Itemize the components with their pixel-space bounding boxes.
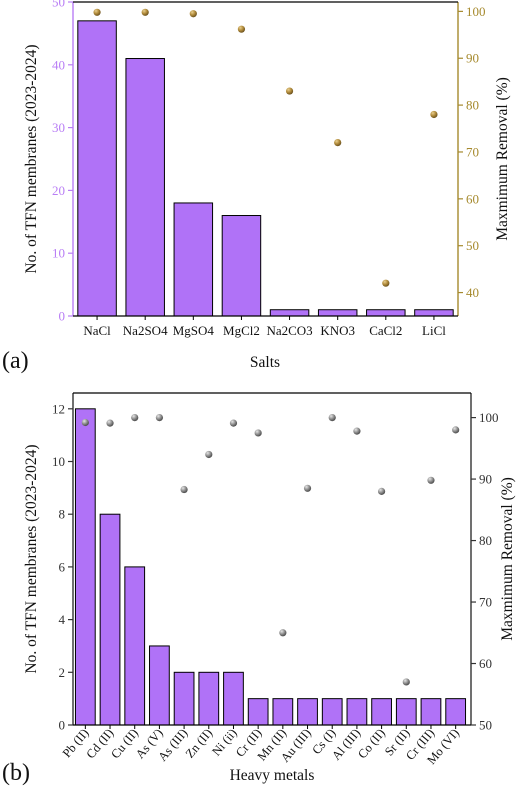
removal-point (430, 110, 438, 119)
bar (414, 309, 454, 317)
removal-point (328, 413, 336, 422)
y2-tick-label: 60 (479, 656, 492, 671)
bar (366, 309, 406, 317)
removal-point (427, 476, 435, 484)
y-tick-label: 8 (59, 507, 66, 522)
removal-point (106, 419, 114, 427)
removal-point (189, 10, 197, 18)
bar (445, 698, 467, 726)
x-tick-label: NaCl (83, 323, 111, 338)
bar (221, 215, 262, 317)
bar (125, 58, 165, 317)
bar (269, 309, 310, 317)
y-tick-label: 40 (52, 57, 65, 72)
salts-chart: 0 10 20 30 40 50 40 50 60 70 80 90 100 NaCl Na2SO4 MgSO… (2, 0, 511, 374)
removal-point (382, 279, 390, 287)
removal-point (303, 484, 312, 492)
y2-axis-title: Maxmimum Removal (%) (499, 477, 516, 641)
removal-point (180, 485, 188, 494)
bar (77, 20, 117, 317)
removal-point (93, 8, 101, 16)
bar (297, 698, 318, 726)
y2-tick-label: 80 (466, 98, 479, 113)
removal-point (334, 139, 342, 147)
x-tick-label: KNO3 (320, 323, 355, 338)
y2-tick-label: 70 (466, 144, 479, 159)
x-tick-label: Na2CO3 (266, 323, 312, 338)
removal-point (155, 413, 164, 422)
y-tick-label: 12 (52, 401, 65, 416)
x-tick-label: MgCl2 (223, 323, 260, 338)
y-tick-label: 20 (52, 183, 65, 198)
removal-point (205, 450, 213, 459)
removal-point (81, 418, 89, 427)
y-tick-label: 0 (59, 718, 66, 733)
y-axis-title: No. of TFN membranes (2023-2024) (23, 44, 40, 273)
bar (124, 566, 146, 726)
removal-point (237, 25, 246, 33)
bar (173, 671, 195, 726)
bar (173, 202, 214, 317)
bar (317, 309, 358, 317)
bar (371, 698, 392, 726)
bar (247, 698, 269, 726)
y2-tick-label: 50 (479, 718, 492, 733)
bar (74, 408, 96, 726)
y2-tick-label: 100 (466, 4, 486, 19)
bar (198, 671, 220, 726)
y-tick-label: 0 (59, 309, 66, 324)
x-tick-label: MgSO4 (173, 323, 215, 338)
removal-point (279, 629, 287, 637)
x-tick-label: LiCl (422, 323, 446, 338)
removal-point (131, 413, 139, 422)
x-tick-label: Zn (II) (183, 726, 215, 761)
y2-axis-title: Maxmimum Removal (%) (494, 77, 511, 241)
y2-tick-label: 100 (479, 410, 499, 425)
x-axis-title: Salts (250, 354, 280, 371)
removal-point (377, 487, 386, 495)
x-tick-label: Co (II) (355, 726, 388, 761)
removal-point (452, 426, 460, 434)
y2-tick-label: 40 (466, 285, 479, 300)
y-tick-label: 6 (59, 559, 66, 574)
removal-point (353, 427, 361, 435)
y-tick-label: 10 (52, 246, 65, 261)
y2-tick-label: 90 (466, 51, 479, 66)
x-tick-label: CaCl2 (369, 323, 402, 338)
bar (395, 698, 417, 726)
removal-point (229, 419, 238, 427)
removal-point (254, 429, 262, 437)
removal-point (402, 678, 410, 686)
y2-tick-label: 60 (466, 191, 479, 206)
bar (321, 698, 343, 726)
y-tick-label: 30 (52, 120, 65, 135)
bar (99, 513, 121, 726)
bar (223, 671, 244, 726)
y-axis-title: No. of TFN membranes (2023-2024) (23, 444, 40, 673)
y-tick-label: 50 (52, 0, 65, 10)
x-tick-label: Na2SO4 (123, 323, 168, 338)
y2-tick-label: 90 (479, 472, 492, 487)
bar (149, 645, 170, 726)
panel-label: (a) (2, 348, 29, 374)
y-tick-label: 4 (59, 612, 66, 627)
removal-point (285, 87, 294, 95)
y-tick-label: 2 (59, 665, 66, 680)
bar (420, 698, 442, 726)
y2-tick-label: 80 (479, 533, 492, 548)
y-tick-label: 10 (52, 454, 65, 469)
bar (272, 698, 294, 726)
bar (346, 698, 368, 726)
panel-label: (b) (2, 760, 30, 786)
removal-point (141, 8, 149, 16)
y2-tick-label: 50 (466, 238, 479, 253)
x-axis-title: Heavy metals (230, 767, 315, 784)
y2-tick-label: 70 (479, 595, 492, 610)
